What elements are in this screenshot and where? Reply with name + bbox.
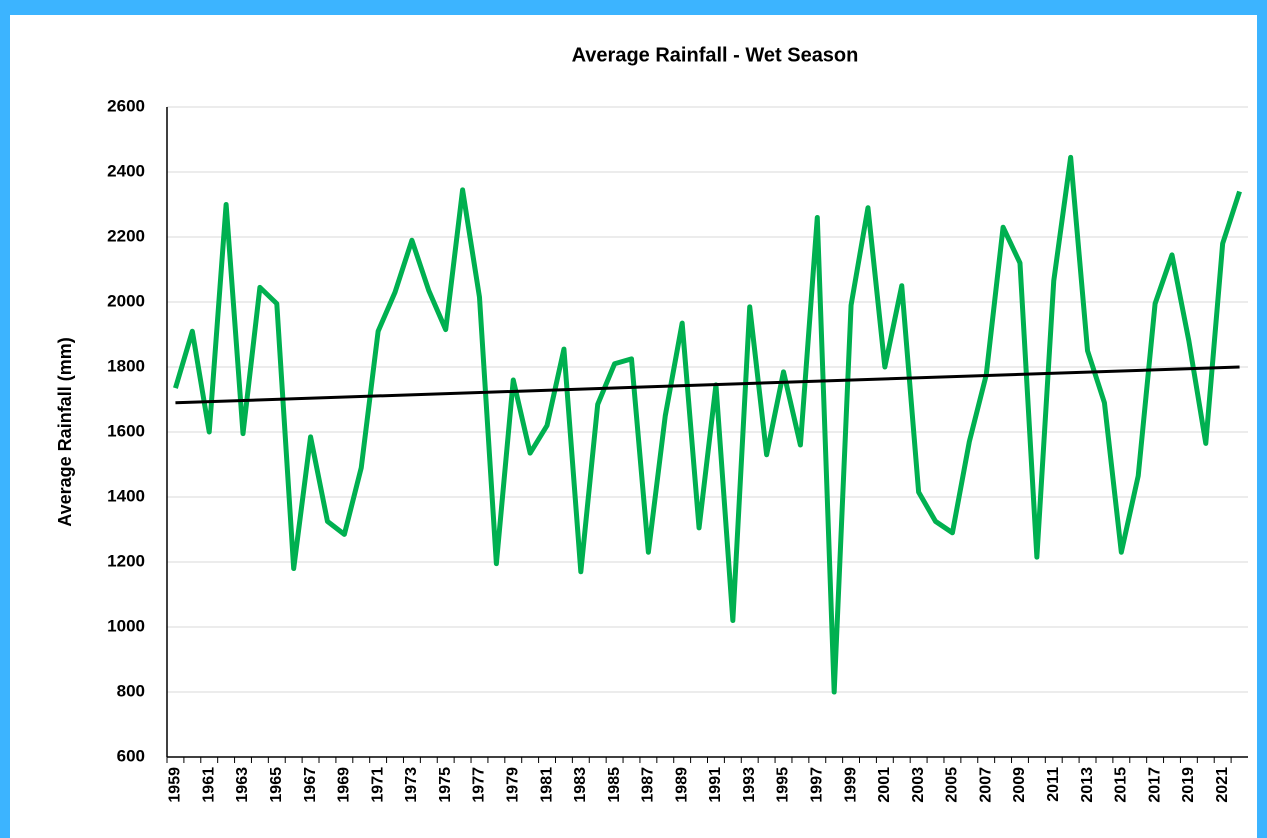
x-tick-label: 2005 [944, 767, 961, 803]
x-tick-label: 1983 [572, 767, 589, 803]
y-tick-label: 800 [117, 681, 145, 700]
chart-title: Average Rainfall - Wet Season [572, 44, 859, 66]
x-tick-label: 2017 [1146, 767, 1163, 803]
x-tick-label: 1977 [471, 767, 488, 803]
y-tick-label: 1400 [107, 486, 145, 505]
x-tick-label: 1961 [200, 767, 217, 803]
x-tick-label: 2007 [977, 767, 994, 803]
x-tick-label: 1975 [437, 767, 454, 803]
x-tick-label: 1979 [504, 767, 521, 803]
x-tick-label: 1989 [673, 767, 690, 803]
y-tick-label: 1200 [107, 551, 145, 570]
x-tick-label: 1991 [707, 767, 724, 803]
y-tick-label: 2400 [107, 161, 145, 180]
x-tick-label: 1963 [234, 767, 251, 803]
x-tick-label: 1971 [369, 767, 386, 803]
y-tick-label: 1000 [107, 616, 145, 635]
chart-panel [10, 15, 1257, 838]
x-tick-label: 2011 [1045, 767, 1062, 802]
x-tick-label: 2021 [1214, 767, 1231, 803]
x-tick-label: 2009 [1011, 767, 1028, 803]
x-tick-label: 1985 [606, 767, 623, 803]
x-tick-label: 2013 [1079, 767, 1096, 803]
x-tick-label: 1995 [775, 767, 792, 803]
data-line [173, 154, 1242, 695]
x-tick-label: 2003 [910, 767, 927, 803]
x-tick-label: 1987 [640, 767, 657, 803]
x-tick-label: 1967 [302, 767, 319, 803]
y-tick-label: 600 [117, 746, 145, 765]
x-tick-label: 1959 [167, 767, 184, 803]
x-tick-label: 1981 [538, 767, 555, 803]
x-tick-label: 2001 [876, 767, 893, 803]
y-tick-label: 1800 [107, 356, 145, 375]
x-tick-label: 1969 [336, 767, 353, 803]
y-tick-label: 2600 [107, 96, 145, 115]
y-tick-label: 1600 [107, 421, 145, 440]
trendline [175, 365, 1240, 405]
x-tick-label: 2019 [1180, 767, 1197, 803]
x-tick-label: 1993 [741, 767, 758, 803]
y-tick-label: 2000 [107, 291, 145, 310]
y-axis-label: Average Rainfall (mm) [55, 337, 75, 526]
x-tick-label: 2015 [1113, 767, 1130, 803]
x-tick-label: 1965 [268, 767, 285, 803]
x-tick-label: 1973 [403, 767, 420, 803]
x-tick-label: 1999 [842, 767, 859, 803]
x-tick-label: 1997 [809, 767, 826, 803]
y-tick-label: 2200 [107, 226, 145, 245]
